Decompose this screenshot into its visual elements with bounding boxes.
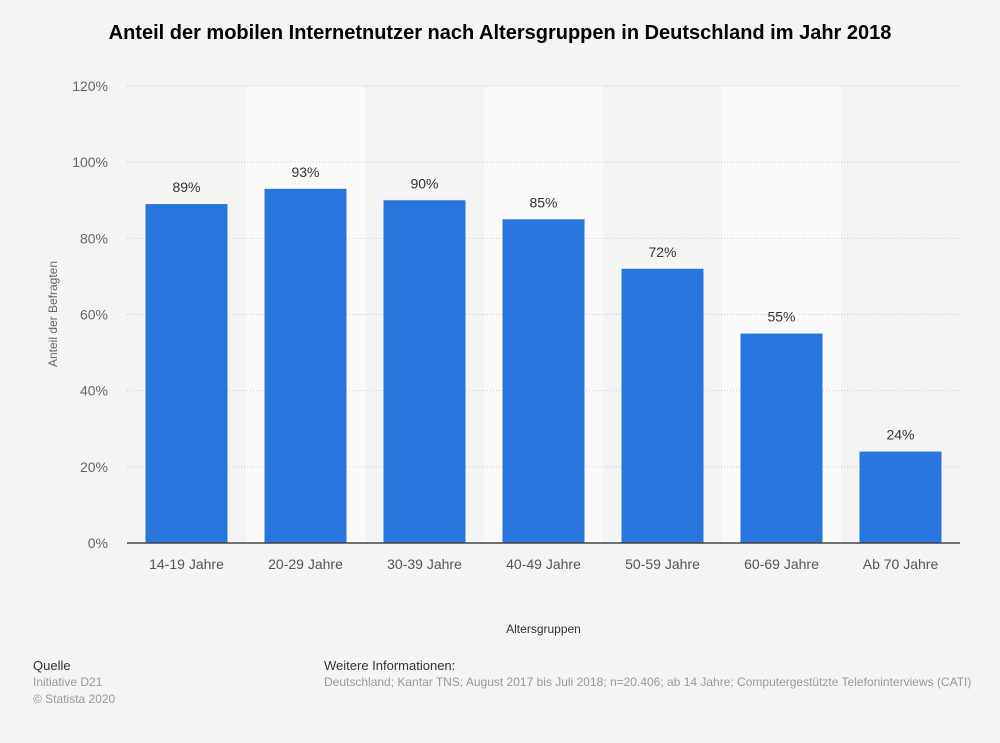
y-tick-label: 80% [80, 230, 108, 246]
y-tick-label: 0% [88, 535, 108, 551]
data-label: 89% [172, 179, 200, 195]
x-tick-label: 50-59 Jahre [625, 556, 700, 572]
y-tick-label: 20% [80, 459, 108, 475]
data-label: 72% [648, 244, 676, 260]
data-label: 55% [767, 309, 795, 325]
source-text: Initiative D21 [33, 675, 103, 689]
info-text: Deutschland; Kantar TNS; August 2017 bis… [324, 675, 972, 689]
x-tick-label: 60-69 Jahre [744, 556, 819, 572]
source-block: Quelle Initiative D21 © Statista 2020 [33, 657, 115, 708]
chart-title: Anteil der mobilen Internetnutzer nach A… [108, 22, 892, 44]
x-tick-label: 30-39 Jahre [387, 556, 462, 572]
data-label: 90% [410, 175, 438, 191]
x-tick-label: 20-29 Jahre [268, 556, 343, 572]
y-tick-label: 60% [80, 307, 108, 323]
bar [621, 268, 704, 543]
info-heading: Weitere Informationen: [324, 658, 456, 673]
bar [383, 200, 466, 543]
y-tick-label: 120% [72, 78, 108, 94]
x-tick-label: 40-49 Jahre [506, 556, 581, 572]
x-tick-label: Ab 70 Jahre [863, 556, 939, 572]
y-tick-label: 100% [72, 154, 108, 170]
bar [264, 188, 347, 543]
x-tick-label: 14-19 Jahre [149, 556, 224, 572]
data-label: 93% [291, 164, 319, 180]
data-label: 85% [529, 194, 557, 210]
info-block: Weitere Informationen: Deutschland; Kant… [324, 657, 971, 691]
bar [859, 451, 942, 543]
data-label: 24% [886, 427, 914, 443]
bar [502, 219, 585, 543]
x-axis-title: Altersgruppen [506, 622, 581, 636]
copyright-text: © Statista 2020 [33, 692, 116, 706]
bar-chart: 0% 20% 40% 60% 80% 100% 120% 89% 14-19 Jahre 93% 2… [46, 78, 960, 636]
bar [145, 204, 228, 543]
bar [740, 333, 823, 543]
y-axis-title: Anteil der Befragten [46, 261, 60, 367]
y-tick-label: 40% [80, 383, 108, 399]
source-heading: Quelle [33, 658, 71, 673]
